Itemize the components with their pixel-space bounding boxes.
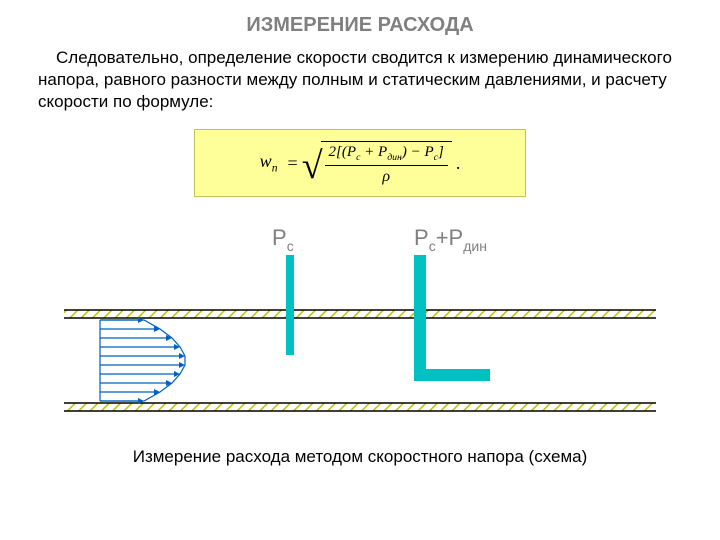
- diagram-svg: Pс Pс+Pдин: [60, 225, 660, 435]
- formula-numerator: 2[(Pс + Pдин) − Pс]: [325, 144, 448, 166]
- formula-rhs: √ 2[(Pс + Pдин) − Pс] ρ: [302, 141, 452, 186]
- svg-text:Pс: Pс: [272, 225, 294, 254]
- formula-lhs: wn: [260, 151, 278, 175]
- intro-paragraph: Следовательно, определение скорости свод…: [0, 37, 720, 113]
- diagram-caption: Измерение расхода методом скоростного на…: [0, 435, 720, 467]
- page-title: ИЗМЕРЕНИЕ РАСХОДА: [0, 0, 720, 37]
- formula-period: .: [456, 153, 461, 174]
- radical-icon: √: [302, 147, 323, 192]
- pitot-diagram: Pс Pс+Pдин: [60, 225, 660, 435]
- formula-denominator: ρ: [382, 166, 390, 186]
- equals-sign: =: [288, 153, 298, 174]
- svg-text:Pс+Pдин: Pс+Pдин: [414, 225, 487, 254]
- formula-box: wn = √ 2[(Pс + Pдин) − Pс] ρ .: [194, 129, 526, 197]
